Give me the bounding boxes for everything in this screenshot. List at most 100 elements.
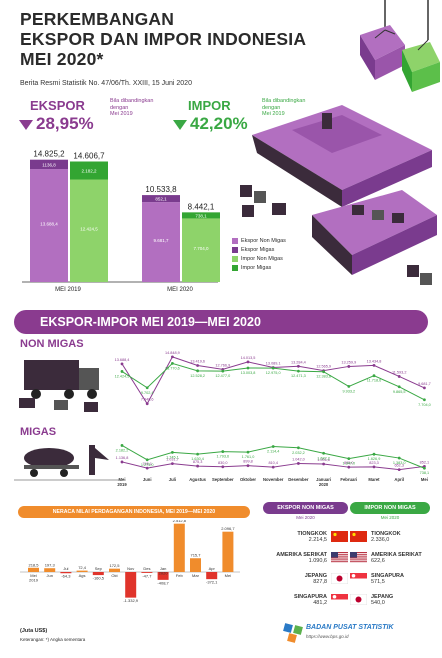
- data-label: 1.687,2: [317, 456, 330, 460]
- impor-partners-sub: Mei 2020: [380, 515, 400, 520]
- partner-value: 2.336,0: [371, 536, 390, 543]
- data-label: 9.933,2: [342, 389, 355, 393]
- data-label: 12.471,3: [291, 374, 306, 378]
- japan-flag-icon: [350, 594, 367, 605]
- data-point: [271, 366, 275, 370]
- data-point: [297, 446, 300, 450]
- data-label: 7.048,6: [141, 398, 154, 402]
- month-label-year: 2020: [319, 482, 329, 487]
- data-label: 12.975,0: [266, 371, 281, 375]
- data-point: [372, 465, 376, 469]
- balance-bar: [190, 558, 201, 572]
- balance-label: 172,5: [109, 563, 120, 568]
- usa-flag-icon: [350, 552, 367, 563]
- partner-value: 1.090,6: [308, 557, 327, 564]
- data-point: [297, 369, 300, 373]
- data-point: [196, 369, 199, 373]
- data-label: 13.688,4: [115, 358, 130, 362]
- data-label: 1.006,6: [317, 458, 330, 462]
- data-label: 14.848,9: [165, 351, 180, 355]
- impor-migas-label: 2.182,2: [81, 168, 97, 173]
- bar-ekspor-migas: [142, 195, 180, 203]
- impor-partners-header: IMPOR NON MIGAS: [350, 502, 430, 514]
- month-label: Februari: [340, 477, 357, 482]
- balance-category: Sep: [95, 566, 103, 571]
- data-label: 12.383,8: [316, 375, 331, 379]
- month-label: Januari: [316, 477, 331, 482]
- data-label: 810,4: [268, 461, 278, 465]
- month-label: Oktober: [240, 477, 256, 482]
- data-label: 1.031,7: [166, 458, 179, 462]
- tanker-train-illustration: [14, 445, 119, 481]
- balance-label: -372,1: [206, 580, 218, 585]
- legend: Ekspor Non Migas Ekspor Migas Impor Non …: [232, 236, 286, 272]
- balance-bar: [222, 531, 234, 572]
- balance-category: Jun: [46, 573, 52, 578]
- data-label: 738,1: [420, 471, 430, 475]
- data-point: [246, 366, 250, 370]
- balance-bar: [206, 572, 218, 580]
- partner-country: SINGAPURA: [293, 593, 327, 600]
- partner-text: JEPANG 540,0: [371, 594, 393, 606]
- data-point: [246, 360, 250, 364]
- balance-bar: [173, 523, 185, 572]
- balance-category: Jan: [160, 566, 166, 571]
- balance-bar: [44, 568, 56, 572]
- data-point: [347, 457, 351, 461]
- bar-impor-nonmigas: [182, 218, 220, 282]
- balance-bar: [109, 568, 120, 572]
- bar-impor-migas: [182, 212, 220, 219]
- data-point: [145, 386, 149, 390]
- impor-nonmigas-label: 7.704,0: [193, 246, 209, 251]
- balance-category: Ags: [79, 573, 86, 578]
- balance-category-year: 2020: [159, 571, 169, 576]
- data-point: [322, 370, 325, 374]
- usa-flag-icon: [331, 552, 348, 563]
- impor-note: Bila dibandingkan dengan Mei 2019: [262, 98, 306, 117]
- data-label: 9.702,4: [141, 391, 154, 395]
- org-name: BADAN PUSAT STATISTIK: [306, 624, 394, 631]
- balance-category: Mei: [225, 573, 232, 578]
- balance-category: Mei: [30, 573, 37, 578]
- ekspor-nonmigas-label: 9.681,7: [153, 238, 169, 243]
- stacked-bar-chart: 14.825,2 1136,8 13.688,4 14.606,7 2.182,2 12.…: [22, 150, 220, 293]
- partner-country: AMERIKA SERIKAT: [371, 551, 422, 558]
- ekspor-partners-sub: Mei 2020: [296, 515, 315, 520]
- data-label: 13.284,4: [291, 360, 306, 364]
- bar-ekspor-nonmigas: [30, 169, 68, 282]
- data-label: 830,0: [218, 461, 228, 465]
- data-label: 2.182,2: [116, 448, 129, 452]
- ekspor-migas-label: 852,1: [155, 197, 167, 202]
- month-label: November: [263, 477, 284, 482]
- data-point: [171, 450, 174, 454]
- partner-country: TIONGKOK: [297, 530, 327, 537]
- data-label: 11.718,6: [367, 379, 382, 383]
- title-line-1: PERKEMBANGAN: [20, 9, 175, 29]
- data-label: 2.114,4: [267, 450, 279, 454]
- data-point: [196, 464, 199, 468]
- data-label: 899,8: [243, 460, 253, 464]
- migas-line-chart: 1.136,8 746,1 1.031,7 875,3 830,0 899,8 810,4 1…: [116, 444, 430, 475]
- balance-category: Feb: [176, 573, 184, 578]
- category-label: MEI 2019: [55, 287, 81, 293]
- month-label: Desember: [288, 477, 309, 482]
- partner-value: 622,6: [371, 557, 385, 564]
- data-point: [372, 363, 376, 367]
- data-label: 13.003,8: [241, 371, 256, 375]
- data-point: [246, 464, 250, 468]
- data-point: [347, 465, 351, 469]
- balance-bar: [76, 570, 88, 572]
- balance-label: 2.512,8: [173, 520, 187, 523]
- partner-country: JEPANG: [371, 593, 394, 600]
- month-label: April: [394, 477, 404, 482]
- month-label: Juni: [143, 477, 152, 482]
- balance-bar: [141, 572, 153, 573]
- balance-category: Nov: [127, 566, 134, 571]
- data-label: 1.136,8: [116, 456, 129, 460]
- data-label: 12.528,2: [190, 374, 205, 378]
- data-point: [347, 385, 351, 388]
- data-point: [271, 445, 275, 448]
- data-point: [397, 468, 401, 471]
- partner-row: JEPANG 540,0: [350, 589, 435, 610]
- balance-category: Okt: [111, 573, 118, 578]
